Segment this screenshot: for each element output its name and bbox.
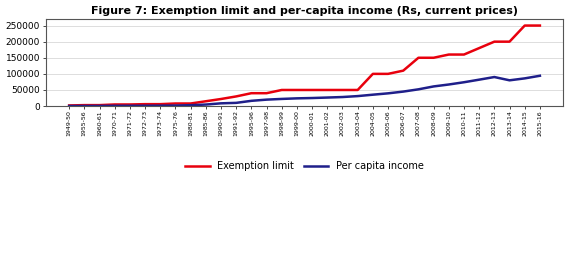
Exemption limit <box>126 103 133 106</box>
Per capita income <box>339 95 346 99</box>
Exemption limit <box>172 102 179 105</box>
Per capita income <box>460 81 467 84</box>
Exemption limit <box>324 88 331 92</box>
Per capita income <box>309 96 316 100</box>
Line: Per capita income: Per capita income <box>69 76 540 106</box>
Line: Exemption limit: Exemption limit <box>69 26 540 105</box>
Per capita income <box>248 99 255 102</box>
Exemption limit <box>81 104 88 107</box>
Exemption limit <box>142 102 149 106</box>
Exemption limit <box>66 104 73 107</box>
Exemption limit <box>263 92 270 95</box>
Per capita income <box>142 104 149 107</box>
Per capita income <box>521 77 528 80</box>
Exemption limit <box>460 53 467 56</box>
Legend: Exemption limit, Per capita income: Exemption limit, Per capita income <box>185 161 424 171</box>
Exemption limit <box>203 100 209 103</box>
Per capita income <box>203 103 209 106</box>
Per capita income <box>126 104 133 107</box>
Exemption limit <box>294 88 300 92</box>
Exemption limit <box>537 24 543 27</box>
Exemption limit <box>369 72 376 76</box>
Exemption limit <box>339 88 346 92</box>
Per capita income <box>491 75 498 79</box>
Exemption limit <box>521 24 528 27</box>
Per capita income <box>172 104 179 107</box>
Exemption limit <box>354 88 361 92</box>
Exemption limit <box>385 72 391 76</box>
Exemption limit <box>157 102 164 106</box>
Per capita income <box>263 98 270 101</box>
Per capita income <box>157 104 164 107</box>
Per capita income <box>96 104 103 108</box>
Per capita income <box>217 102 224 105</box>
Per capita income <box>385 92 391 95</box>
Per capita income <box>506 79 513 82</box>
Exemption limit <box>217 97 224 101</box>
Per capita income <box>112 104 118 107</box>
Exemption limit <box>506 40 513 43</box>
Per capita income <box>446 83 452 86</box>
Exemption limit <box>446 53 452 56</box>
Exemption limit <box>430 56 437 59</box>
Per capita income <box>415 88 422 91</box>
Exemption limit <box>400 69 407 72</box>
Exemption limit <box>491 40 498 43</box>
Per capita income <box>369 93 376 96</box>
Per capita income <box>537 74 543 78</box>
Title: Figure 7: Exemption limit and per-capita income (Rs, current prices): Figure 7: Exemption limit and per-capita… <box>91 6 518 16</box>
Per capita income <box>294 97 300 100</box>
Exemption limit <box>309 88 316 92</box>
Per capita income <box>476 78 483 81</box>
Per capita income <box>278 97 285 101</box>
Exemption limit <box>476 46 483 50</box>
Per capita income <box>400 90 407 93</box>
Per capita income <box>233 101 240 105</box>
Per capita income <box>66 104 73 108</box>
Per capita income <box>324 96 331 99</box>
Per capita income <box>430 85 437 88</box>
Exemption limit <box>415 56 422 59</box>
Exemption limit <box>248 92 255 95</box>
Per capita income <box>354 94 361 98</box>
Exemption limit <box>233 95 240 98</box>
Exemption limit <box>187 102 194 105</box>
Per capita income <box>81 104 88 108</box>
Exemption limit <box>96 104 103 107</box>
Exemption limit <box>278 88 285 92</box>
Per capita income <box>187 104 194 107</box>
Exemption limit <box>112 103 118 106</box>
